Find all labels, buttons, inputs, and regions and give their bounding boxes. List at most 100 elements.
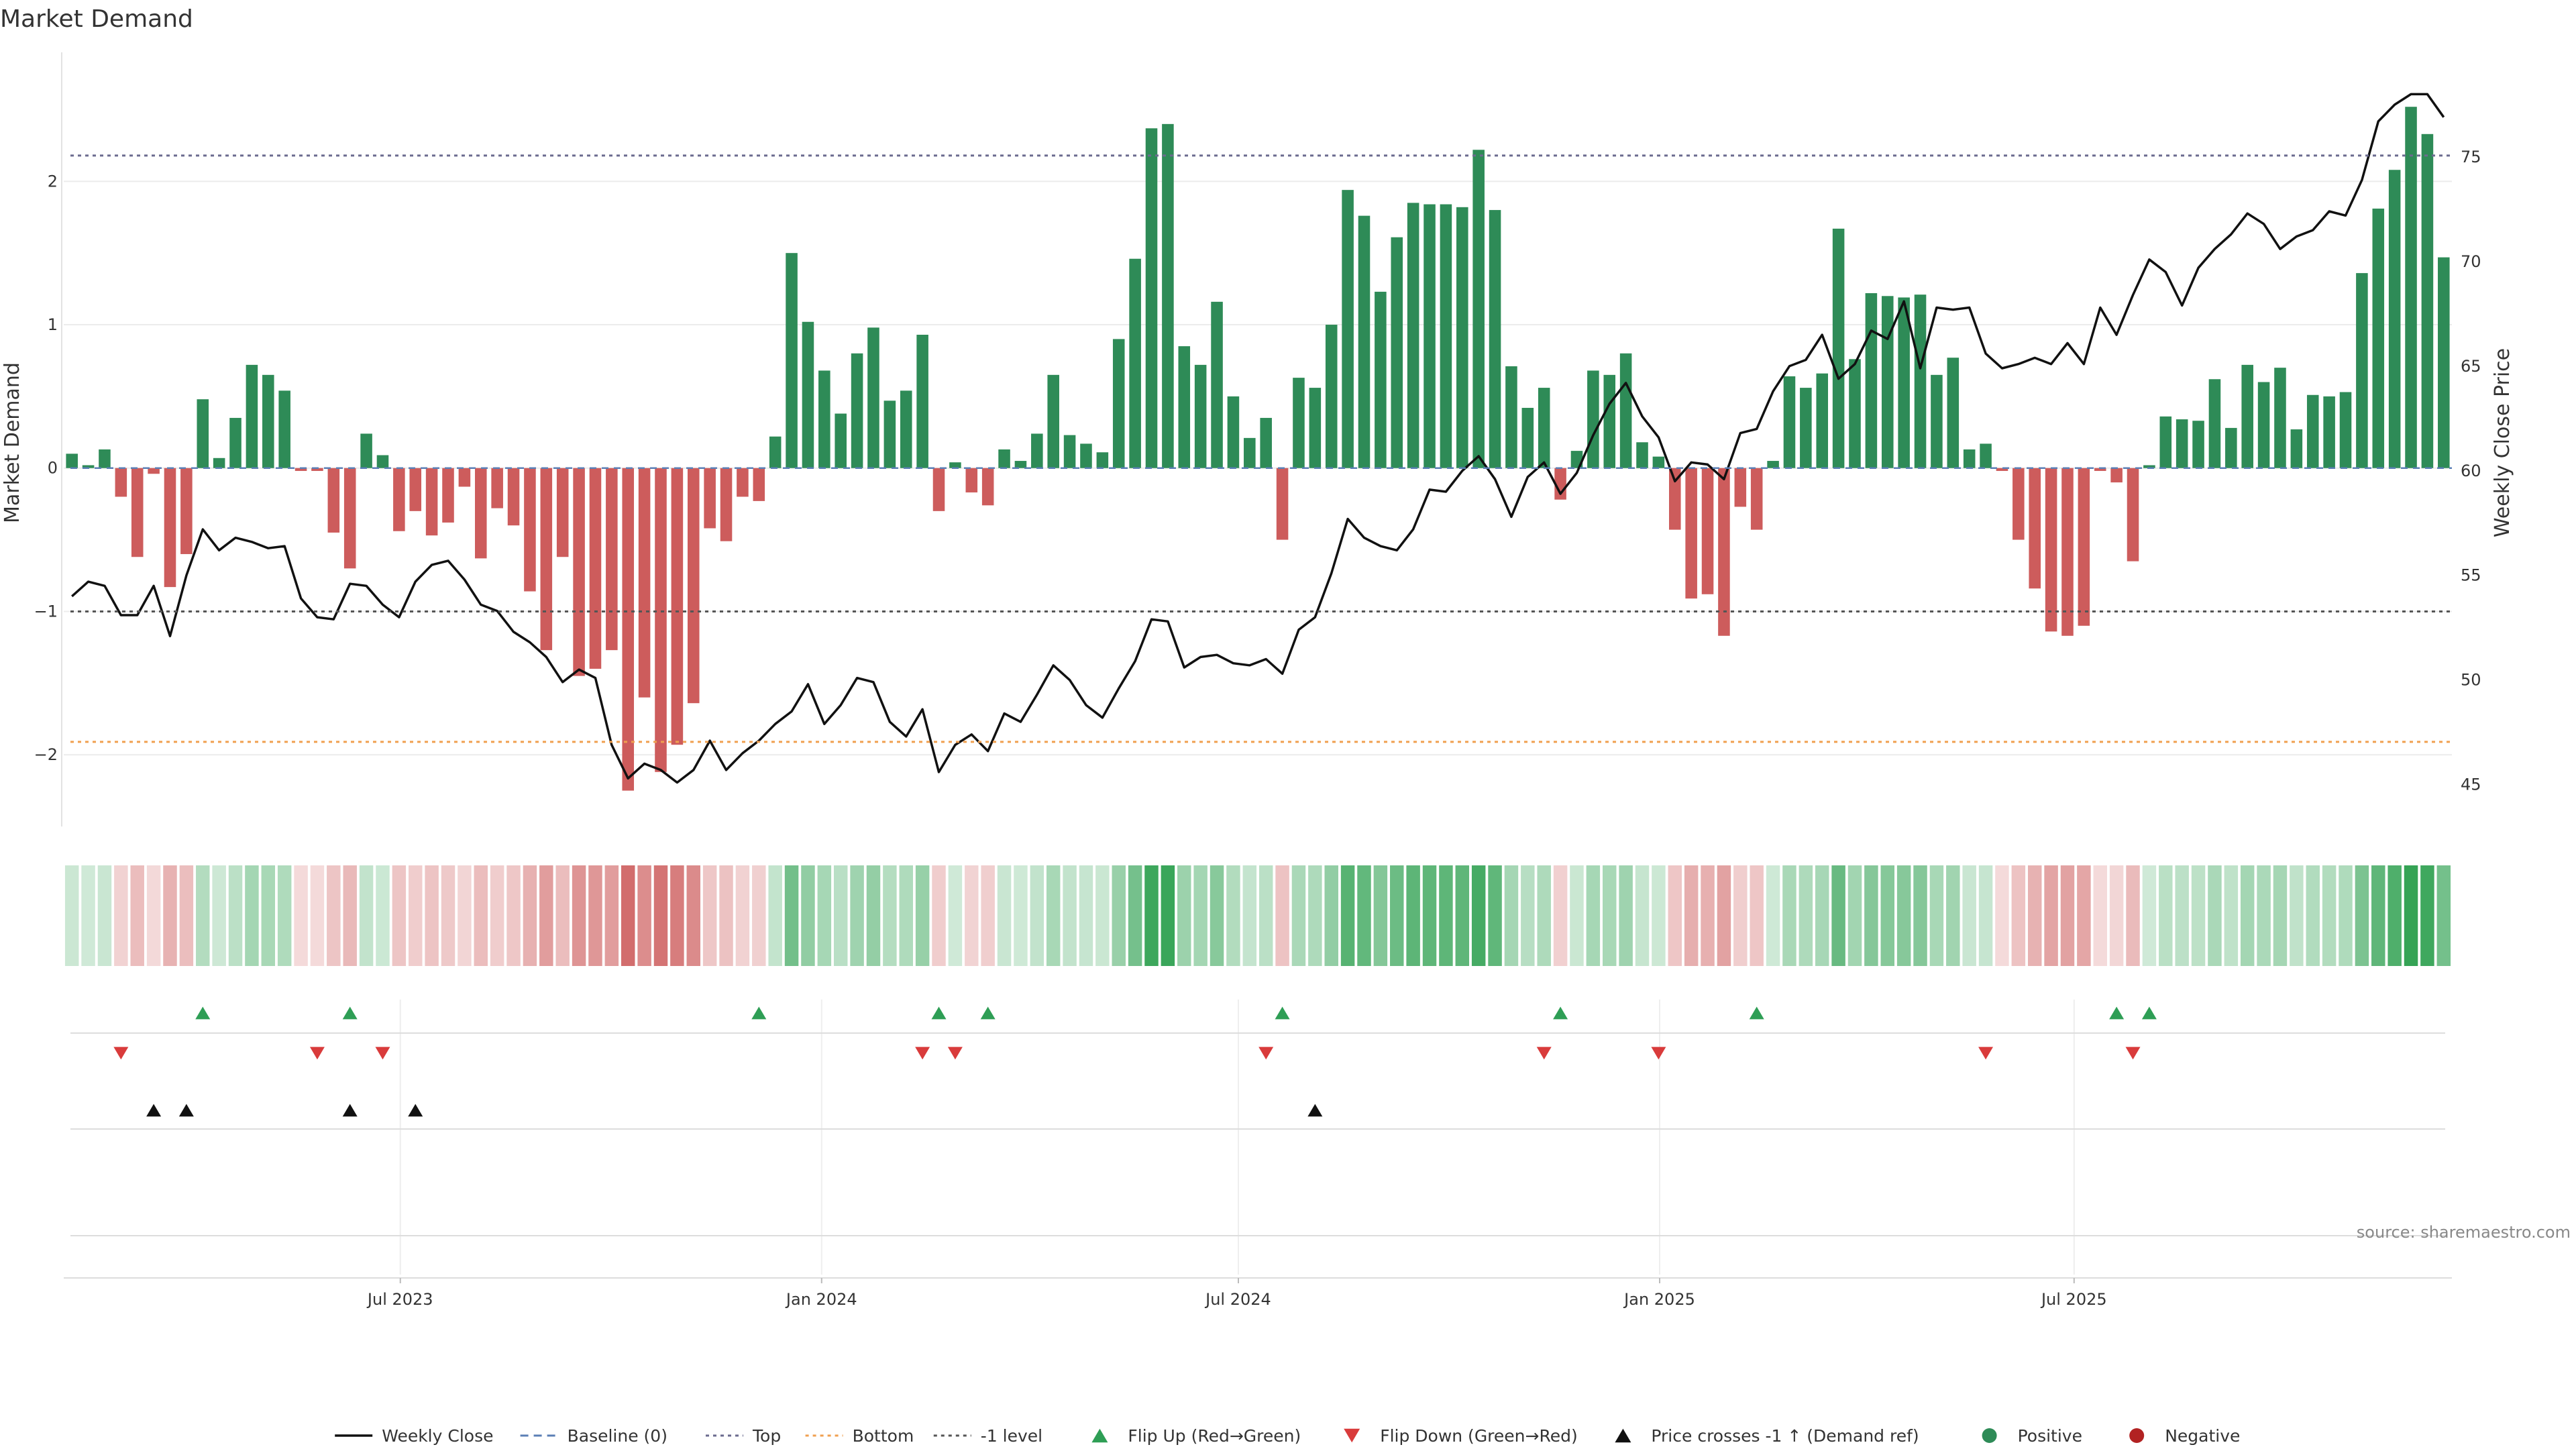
flip-up-marker	[1749, 1006, 1764, 1020]
y2-tick-label: 45	[2461, 775, 2481, 794]
heat-cell	[474, 865, 488, 966]
heat-cell	[1782, 865, 1796, 966]
heat-cell	[2436, 865, 2451, 966]
heat-cell	[1913, 865, 1927, 966]
heat-cell	[1357, 865, 1371, 966]
demand-bar	[115, 468, 127, 497]
heat-cell	[1831, 865, 1845, 966]
demand-bar	[164, 468, 176, 588]
demand-bar	[458, 468, 471, 487]
heat-cell	[997, 865, 1012, 966]
heat-cell	[2044, 865, 2058, 966]
demand-bar	[1865, 293, 1878, 468]
demand-bar	[916, 334, 928, 468]
demand-bar	[1505, 366, 1517, 468]
flip-down-marker	[947, 1046, 963, 1060]
flip-down-marker	[375, 1046, 390, 1060]
demand-bar	[1244, 437, 1256, 468]
demand-bar	[1162, 123, 1174, 468]
heat-cell	[1766, 865, 1780, 966]
heat-cell	[2027, 865, 2042, 966]
heat-cell	[1880, 865, 1895, 966]
heat-cell	[1603, 865, 1617, 966]
flip-down-marker	[2125, 1046, 2141, 1060]
price-cross-marker	[342, 1104, 358, 1117]
legend-item: Top	[706, 1426, 781, 1446]
heat-cell	[1570, 865, 1584, 966]
y-axis-label: Market Demand	[1, 362, 24, 523]
legend-swatch-circle	[1982, 1428, 1997, 1443]
heat-cell	[686, 865, 701, 966]
demand-bar	[262, 374, 274, 468]
heat-cell	[1161, 865, 1175, 966]
flip-down-marker	[1258, 1046, 1274, 1060]
heat-cell	[2142, 865, 2157, 966]
demand-bar	[1063, 435, 1076, 468]
gridlines	[64, 180, 2452, 1275]
heat-cell	[277, 865, 292, 966]
legend-label: Flip Down (Green→Red)	[1380, 1426, 1578, 1446]
demand-bar	[1996, 468, 2008, 472]
heat-cell	[1995, 865, 2009, 966]
heat-cell	[1324, 865, 1338, 966]
demand-bar	[1047, 374, 1059, 468]
demand-bar	[1718, 468, 1730, 636]
heat-cell	[1717, 865, 1731, 966]
demand-bar	[2339, 392, 2352, 468]
heat-cell	[327, 865, 341, 966]
heat-cell	[523, 865, 537, 966]
demand-bar	[1309, 388, 1322, 468]
demand-bar	[2159, 416, 2172, 468]
heat-cell	[752, 865, 766, 966]
y-tick-label: 0	[48, 459, 58, 478]
y-tick-label: −1	[34, 602, 58, 621]
demand-bar	[981, 468, 994, 506]
legend-item: Price crosses -1 ↑ (Demand ref)	[1615, 1426, 1919, 1446]
heat-cell	[653, 865, 668, 966]
demand-bar	[1031, 433, 1043, 468]
demand-bar	[965, 468, 978, 493]
demand-bar	[2110, 468, 2123, 483]
legend-label: Weekly Close	[382, 1426, 493, 1446]
demand-bar	[1800, 388, 1812, 468]
demand-bar	[638, 468, 651, 698]
demand-bar	[1963, 449, 1976, 468]
event-markers	[70, 1006, 2445, 1236]
demand-bar	[671, 468, 684, 745]
heat-cell	[784, 865, 799, 966]
price-cross-marker	[1307, 1104, 1323, 1117]
demand-bar	[802, 321, 814, 468]
demand-bar	[475, 468, 487, 559]
heat-cell	[1128, 865, 1142, 966]
heat-cell	[196, 865, 210, 966]
heat-cell	[588, 865, 602, 966]
demand-bar	[507, 468, 520, 526]
demand-bar	[1407, 203, 1419, 468]
demand-bar	[1849, 359, 1861, 468]
heat-cell	[1242, 865, 1257, 966]
demand-bar	[1652, 456, 1665, 468]
demand-bar	[524, 468, 536, 592]
demand-bar	[720, 468, 733, 541]
heat-cell	[2109, 865, 2124, 966]
heat-cell	[1014, 865, 1028, 966]
demand-bar	[851, 353, 863, 468]
heat-cell	[1144, 865, 1159, 966]
heat-cell	[376, 865, 390, 966]
demand-bar	[1832, 228, 1845, 468]
demand-bar	[246, 364, 258, 468]
flip-down-marker	[1651, 1046, 1666, 1060]
y2-tick-label: 60	[2461, 462, 2481, 480]
demand-bar	[1603, 374, 1616, 468]
heat-cell	[2420, 865, 2434, 966]
demand-bar	[1293, 378, 1305, 468]
y2-tick-label: 70	[2461, 252, 2481, 271]
heat-cell	[409, 865, 423, 966]
demand-bar	[1701, 468, 1714, 594]
heat-cell	[1521, 865, 1535, 966]
demand-bar	[131, 468, 144, 557]
heat-cell	[2404, 865, 2418, 966]
heat-cell	[932, 865, 946, 966]
heat-cell	[2240, 865, 2255, 966]
chart-title: Market Demand	[0, 5, 193, 33]
